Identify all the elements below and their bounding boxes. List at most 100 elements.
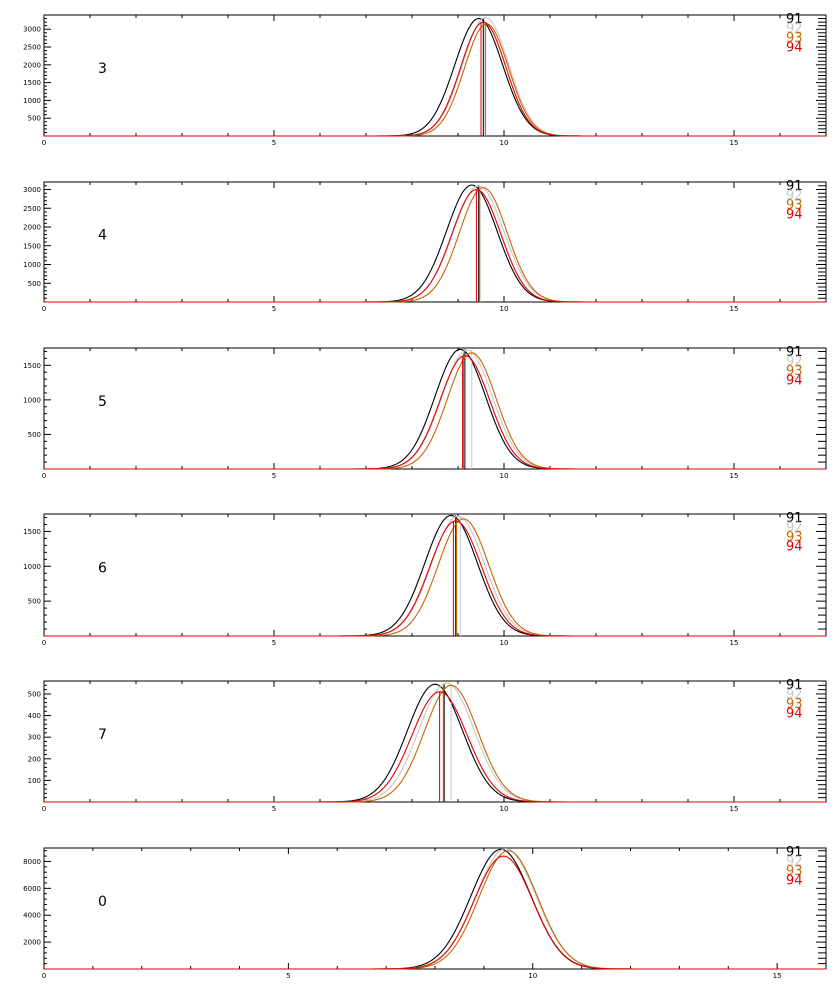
x-tick-label: 10 (500, 139, 509, 147)
legend-entry-94: 94 (786, 41, 803, 56)
x-tick-label: 0 (42, 805, 46, 813)
y-tick-label: 100 (28, 777, 41, 785)
legend-entry-92: 92 (786, 22, 803, 37)
series-line-94 (44, 520, 826, 637)
x-tick-label: 5 (272, 805, 276, 813)
y-tick-label: 2500 (23, 205, 41, 213)
panel-number-label: 7 (98, 727, 107, 743)
x-tick-label: 0 (42, 139, 46, 147)
x-tick-label: 10 (500, 472, 509, 480)
y-tick-label: 1500 (23, 242, 41, 250)
panel-number-label: 0 (98, 894, 107, 910)
series-line-92 (44, 682, 826, 803)
y-tick-label: 500 (28, 115, 41, 123)
x-tick-label: 10 (528, 972, 537, 980)
series-line-92 (44, 16, 826, 137)
y-tick-label: 1500 (23, 528, 41, 536)
legend-entry-94: 94 (786, 707, 803, 722)
series-line-91 (44, 184, 826, 303)
legend-entry-91: 91 (786, 678, 803, 693)
legend-entry-92: 92 (786, 855, 803, 870)
legend-entry-91: 91 (786, 511, 803, 526)
x-tick-label: 15 (730, 472, 739, 480)
legend-entry-92: 92 (786, 521, 803, 536)
series-line-91 (44, 848, 826, 970)
series-line-94 (44, 691, 826, 803)
series-line-92 (44, 185, 826, 303)
y-tick-label: 1000 (23, 563, 41, 571)
y-tick-label: 1000 (23, 97, 41, 105)
x-tick-label: 5 (272, 139, 276, 147)
series-line-93 (44, 187, 826, 303)
series-line-93 (44, 23, 826, 137)
series-line-94 (44, 355, 826, 470)
y-tick-label: 3000 (23, 26, 41, 34)
x-tick-label: 15 (730, 139, 739, 147)
series-line-94 (44, 855, 826, 970)
series-line-91 (44, 18, 826, 137)
panel-number-label: 6 (98, 561, 107, 577)
plot-frame (43, 513, 827, 637)
plot-frame (43, 680, 827, 803)
series-line-93 (44, 850, 826, 970)
legend-entry-93: 93 (786, 697, 803, 712)
legend-entry-91: 91 (786, 845, 803, 860)
y-tick-label: 1000 (23, 396, 41, 404)
y-tick-label: 500 (28, 598, 41, 606)
y-tick-label: 400 (28, 712, 41, 720)
panel-number-label: 3 (98, 61, 107, 77)
legend-entry-93: 93 (786, 864, 803, 879)
y-tick-label: 500 (28, 280, 41, 288)
y-tick-label: 500 (28, 431, 41, 439)
plot-frame (43, 14, 827, 137)
series-line-94 (44, 21, 826, 137)
x-tick-label: 0 (42, 472, 46, 480)
y-tick-label: 200 (28, 755, 41, 763)
y-tick-label: 2000 (23, 939, 41, 947)
x-tick-label: 0 (42, 972, 46, 980)
panel-number-label: 5 (98, 394, 107, 410)
legend-entry-93: 93 (786, 31, 803, 46)
x-tick-label: 15 (730, 639, 739, 647)
x-tick-label: 15 (730, 805, 739, 813)
plot-frame (43, 847, 827, 970)
x-tick-label: 10 (500, 805, 509, 813)
series-line-94 (44, 188, 826, 303)
series-line-91 (44, 348, 826, 470)
legend-entry-93: 93 (786, 364, 803, 379)
x-tick-label: 5 (286, 972, 290, 980)
y-tick-label: 1000 (23, 261, 41, 269)
y-tick-label: 2000 (23, 224, 41, 232)
y-tick-label: 300 (28, 734, 41, 742)
series-line-91 (44, 683, 826, 803)
x-tick-label: 15 (773, 972, 782, 980)
series-line-93 (44, 684, 826, 803)
series-line-92 (44, 349, 826, 470)
y-tick-label: 2000 (23, 61, 41, 69)
x-tick-label: 10 (500, 639, 509, 647)
x-tick-label: 10 (500, 305, 509, 313)
legend-entry-93: 93 (786, 198, 803, 213)
y-tick-label: 2500 (23, 44, 41, 52)
y-tick-label: 6000 (23, 885, 41, 893)
legend-entry-94: 94 (786, 208, 803, 223)
legend-entry-91: 91 (786, 179, 803, 194)
series-line-92 (44, 515, 826, 637)
x-tick-label: 15 (730, 305, 739, 313)
panel-number-label: 4 (98, 228, 107, 244)
series-line-91 (44, 514, 826, 637)
y-tick-label: 1500 (23, 362, 41, 370)
series-line-93 (44, 352, 826, 470)
legend-entry-94: 94 (786, 374, 803, 389)
x-tick-label: 0 (42, 639, 46, 647)
legend-entry-91: 91 (786, 345, 803, 360)
x-tick-label: 0 (42, 305, 46, 313)
y-tick-label: 8000 (23, 858, 41, 866)
